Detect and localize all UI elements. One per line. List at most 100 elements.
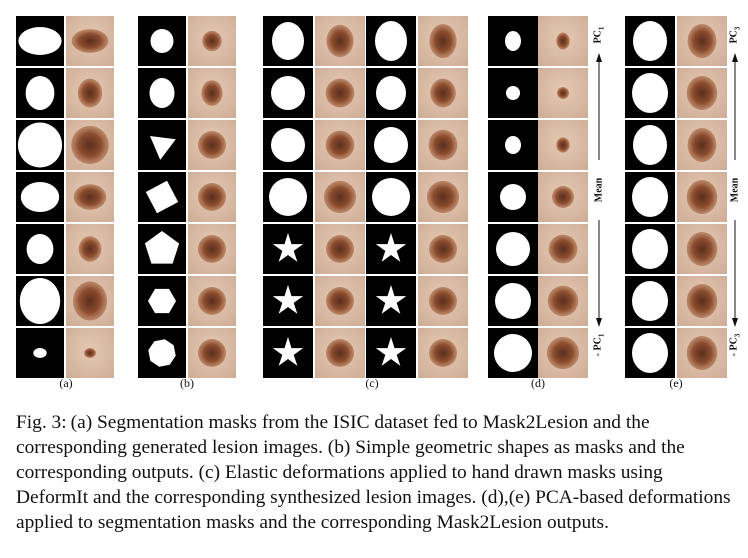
mask-tile bbox=[138, 328, 186, 378]
lesion-tile bbox=[188, 328, 236, 378]
mask-tile bbox=[16, 68, 64, 118]
figure-caption: Fig. 3: (a) Segmentation masks from the I… bbox=[16, 410, 738, 535]
panel-label-e: (e) bbox=[669, 376, 683, 390]
arrow-up-head bbox=[732, 53, 738, 62]
mask-tile bbox=[625, 328, 675, 378]
lesion-tile bbox=[66, 68, 114, 118]
mask-tile bbox=[16, 16, 64, 66]
lesion-tile bbox=[188, 120, 236, 170]
mask-tile bbox=[366, 276, 416, 326]
lesion-tile bbox=[188, 172, 236, 222]
panel-label-c: (c) bbox=[365, 376, 379, 390]
lesion-tile bbox=[188, 224, 236, 274]
mask-tile bbox=[366, 68, 416, 118]
lesion-tile bbox=[66, 172, 114, 222]
lesion-tile bbox=[315, 16, 365, 66]
axis-e-bottom-label: - PC3 bbox=[728, 333, 742, 357]
lesion-tile bbox=[66, 224, 114, 274]
mask-tile bbox=[263, 120, 313, 170]
mask-tile bbox=[366, 224, 416, 274]
arrow-up-head bbox=[596, 53, 602, 62]
mask-tile bbox=[625, 68, 675, 118]
mask-tile bbox=[488, 16, 538, 66]
lesion-tile bbox=[418, 224, 468, 274]
axis-e-top-label: PC3 bbox=[728, 26, 742, 44]
lesion-tile bbox=[66, 120, 114, 170]
lesion-tile bbox=[418, 172, 468, 222]
mask-tile bbox=[138, 120, 186, 170]
mask-tile bbox=[488, 328, 538, 378]
arrow-down-head bbox=[596, 318, 602, 327]
mask-tile bbox=[16, 328, 64, 378]
lesion-tile bbox=[538, 68, 588, 118]
lesion-tile bbox=[418, 276, 468, 326]
figure-number: Fig. 3: bbox=[16, 412, 67, 433]
lesion-tile bbox=[188, 16, 236, 66]
mask-tile bbox=[138, 68, 186, 118]
lesion-tile bbox=[677, 120, 727, 170]
mask-tile bbox=[263, 224, 313, 274]
mask-tile bbox=[263, 68, 313, 118]
lesion-tile bbox=[418, 328, 468, 378]
mask-tile bbox=[16, 172, 64, 222]
axis-d-bottom-label: - PC1 bbox=[592, 333, 606, 357]
mask-tile bbox=[625, 276, 675, 326]
lesion-tile bbox=[418, 120, 468, 170]
lesion-tile bbox=[315, 328, 365, 378]
mask-tile bbox=[138, 276, 186, 326]
mask-tile bbox=[263, 172, 313, 222]
mask-tile bbox=[488, 68, 538, 118]
mask-tile bbox=[16, 120, 64, 170]
lesion-tile bbox=[538, 16, 588, 66]
lesion-tile bbox=[188, 68, 236, 118]
mask-tile bbox=[138, 16, 186, 66]
mask-tile bbox=[366, 328, 416, 378]
lesion-tile bbox=[677, 328, 727, 378]
mask-tile bbox=[138, 224, 186, 274]
mask-tile bbox=[488, 120, 538, 170]
panel-label-a: (a) bbox=[59, 376, 73, 390]
axis-d-mean-label: Mean bbox=[593, 177, 605, 203]
mask-tile bbox=[263, 16, 313, 66]
figure-image-grid bbox=[16, 16, 738, 378]
pc-arrows bbox=[596, 53, 738, 327]
mask-tile bbox=[366, 120, 416, 170]
panel-label-b: (b) bbox=[180, 376, 194, 390]
mask-tile bbox=[16, 224, 64, 274]
mask-tile bbox=[625, 120, 675, 170]
lesion-tile bbox=[66, 276, 114, 326]
lesion-tile bbox=[538, 120, 588, 170]
axis-d-top-label: PC1 bbox=[592, 26, 606, 44]
mask-tile bbox=[488, 172, 538, 222]
mask-tile bbox=[625, 224, 675, 274]
lesion-tile bbox=[677, 172, 727, 222]
lesion-tile bbox=[418, 68, 468, 118]
arrow-down-head bbox=[732, 318, 738, 327]
lesion-tile bbox=[418, 16, 468, 66]
lesion-tile bbox=[538, 328, 588, 378]
lesion-tile bbox=[315, 120, 365, 170]
lesion-tile bbox=[677, 276, 727, 326]
mask-tile bbox=[625, 16, 675, 66]
mask-tile bbox=[488, 276, 538, 326]
lesion-tile bbox=[677, 68, 727, 118]
lesion-tile bbox=[66, 328, 114, 378]
lesion-tile bbox=[66, 16, 114, 66]
axis-e-mean-label: Mean bbox=[729, 177, 741, 203]
lesion-tile bbox=[315, 224, 365, 274]
lesion-tile bbox=[188, 276, 236, 326]
mask-tile bbox=[366, 16, 416, 66]
caption-text: (a) Segmentation masks from the ISIC dat… bbox=[16, 412, 731, 533]
lesion-tile bbox=[538, 224, 588, 274]
mask-tile bbox=[138, 172, 186, 222]
mask-tile bbox=[625, 172, 675, 222]
mask-tile bbox=[263, 276, 313, 326]
lesion-tile bbox=[677, 224, 727, 274]
mask-tile bbox=[488, 224, 538, 274]
lesion-tile bbox=[538, 172, 588, 222]
lesion-tile bbox=[315, 172, 365, 222]
mask-tile bbox=[366, 172, 416, 222]
lesion-tile bbox=[315, 68, 365, 118]
lesion-tile bbox=[538, 276, 588, 326]
mask-tile bbox=[16, 276, 64, 326]
